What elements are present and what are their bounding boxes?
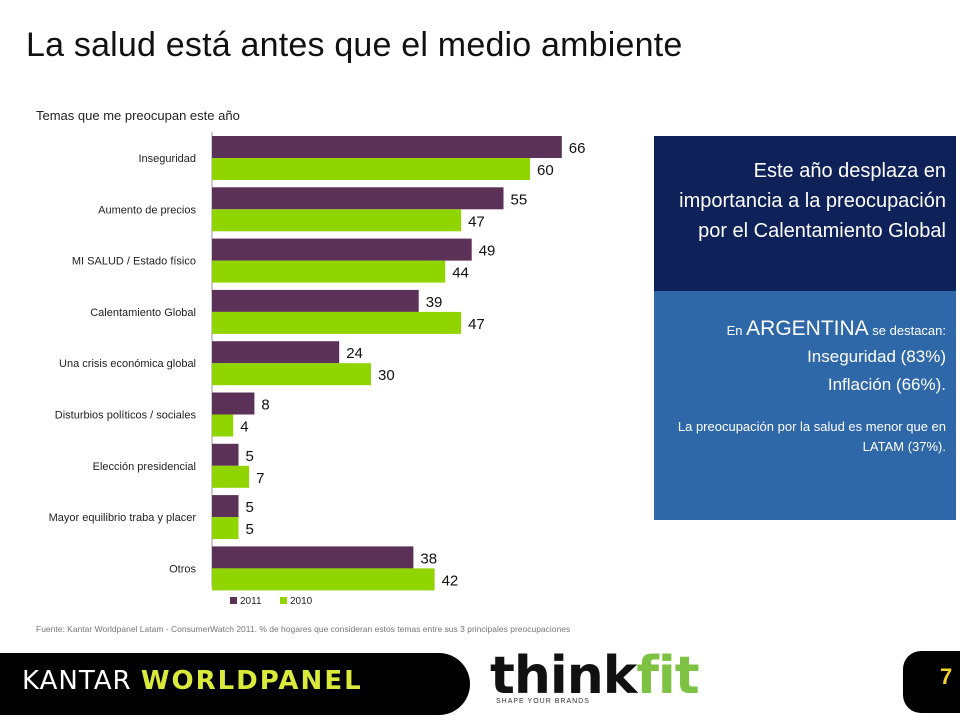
tagline: SHAPE YOUR BRANDS	[496, 698, 590, 705]
kantar-logo: KANTAR WORLDPANEL	[22, 666, 363, 696]
category-label: Calentamiento Global	[90, 307, 196, 319]
data-label: 39	[426, 294, 443, 311]
legend-swatch-2011	[230, 597, 237, 604]
kantar-wordmark: KANTAR	[22, 666, 132, 696]
category-label: Mayor equilibrio traba y placer	[49, 512, 197, 524]
bar-2010	[212, 568, 435, 591]
bar-2010	[212, 363, 371, 386]
bar-2010	[212, 465, 250, 488]
legend-swatch-2010	[280, 597, 287, 604]
legend-label: 2010	[290, 596, 313, 607]
legend-label: 2011	[240, 596, 262, 607]
bar-2011	[212, 546, 414, 569]
category-label: Una crisis económica global	[59, 358, 196, 370]
data-label: 24	[346, 345, 363, 362]
data-label: 7	[256, 470, 264, 487]
data-label: 55	[511, 191, 528, 208]
bar-2011	[212, 289, 419, 312]
bar-2010	[212, 414, 234, 437]
bar-2011	[212, 495, 239, 518]
bar-2010	[212, 260, 446, 283]
bar-2010	[212, 209, 462, 232]
bar-2010	[212, 517, 239, 540]
data-label: 8	[261, 397, 269, 414]
bar-2011	[212, 392, 255, 415]
category-label: Inseguridad	[139, 153, 197, 165]
page-number: 7	[940, 664, 953, 689]
argentina-heading: En ARGENTINA se destacan:	[674, 317, 946, 343]
data-label: 5	[246, 448, 254, 465]
data-label: 44	[452, 265, 469, 282]
argentina-note: La preocupación por la salud es menor qu…	[677, 419, 946, 454]
fit-wordmark: fit	[636, 646, 699, 706]
data-label: 47	[468, 213, 485, 230]
bar-2011	[212, 136, 562, 158]
bar-2010	[212, 158, 530, 180]
data-label: 5	[246, 521, 254, 538]
category-label: Aumento de precios	[98, 204, 196, 216]
argentina-country: ARGENTINA	[746, 317, 869, 340]
category-label: Disturbios políticos / sociales	[55, 410, 197, 422]
data-label: 4	[240, 419, 248, 436]
footer-bar	[0, 653, 470, 715]
category-label: Elección presidencial	[93, 461, 196, 473]
slide-title: La salud está antes que el medio ambient…	[26, 26, 683, 64]
data-label: 66	[569, 140, 586, 157]
highlight-box: Este año desplaza en importancia a la pr…	[654, 136, 956, 291]
source-note: Fuente: Kantar Worldpanel Latam - Consum…	[36, 624, 571, 634]
argentina-item-1: Inseguridad (83%)	[807, 347, 946, 366]
category-label: Otros	[169, 563, 196, 575]
chart-title: Temas que me preocupan este año	[36, 108, 240, 123]
data-label: 30	[378, 367, 395, 384]
page-number-tab	[903, 651, 960, 713]
bar-2011	[212, 187, 504, 210]
argentina-item-2: Inflación (66%).	[827, 375, 946, 394]
data-label: 38	[420, 550, 437, 567]
think-wordmark: think	[490, 646, 637, 706]
data-label: 47	[468, 316, 485, 333]
worldpanel-wordmark: WORLDPANEL	[140, 666, 363, 696]
data-label: 42	[442, 572, 459, 589]
argentina-prefix: En	[726, 323, 743, 338]
data-label: 5	[246, 499, 254, 516]
category-label: MI SALUD / Estado físico	[72, 256, 196, 268]
bar-2011	[212, 238, 472, 261]
bar-2010	[212, 311, 462, 334]
data-label: 49	[479, 243, 496, 260]
bar-2011	[212, 443, 239, 466]
bar-2011	[212, 341, 340, 364]
argentina-box: En ARGENTINA se destacan: Inseguridad (8…	[654, 291, 956, 520]
thinkfit-logo: thinkfit	[490, 646, 700, 706]
argentina-suffix: se destacan:	[872, 323, 946, 338]
data-label: 60	[537, 162, 554, 179]
